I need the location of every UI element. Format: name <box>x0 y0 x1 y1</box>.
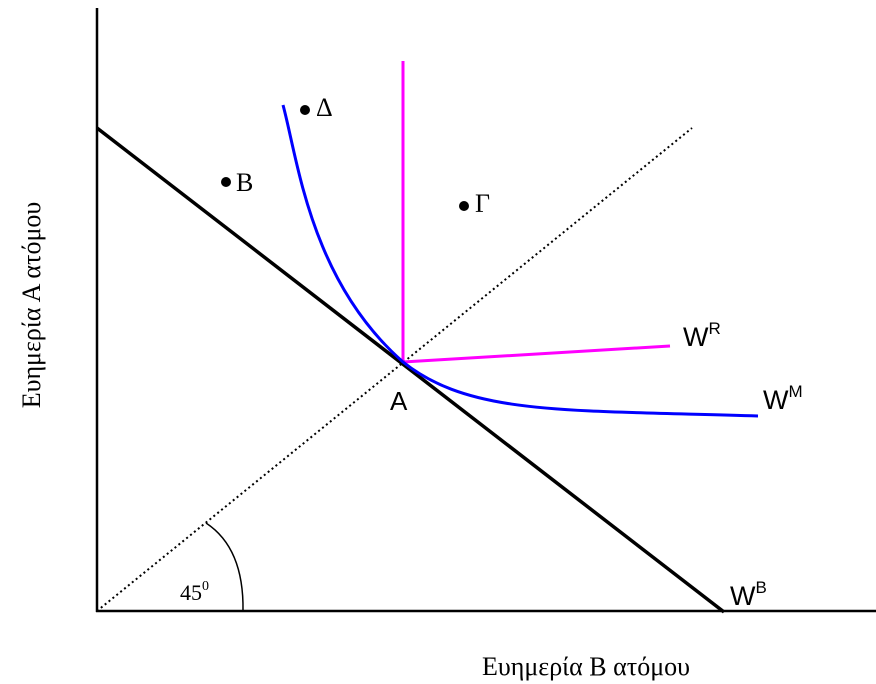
point-delta-label: Δ <box>316 93 333 122</box>
wm-label-base: W <box>763 385 789 415</box>
wr-label: WR <box>683 319 721 352</box>
diagonal-45-line <box>96 127 693 612</box>
wm-label-superscript: M <box>788 382 802 401</box>
angle-label: 450 <box>180 579 209 605</box>
point-b-dot <box>221 177 231 187</box>
wb-label: WB <box>730 578 767 611</box>
y-axis-label: Ευημερία Α ατόμου <box>17 202 46 409</box>
angle-label-base: 45 <box>180 580 202 605</box>
wb-label-base: W <box>730 581 756 611</box>
wb-line <box>95 126 726 614</box>
wr-horizontal-line <box>402 344 671 364</box>
wb-label-superscript: B <box>755 578 766 597</box>
point-gamma-dot <box>459 201 469 211</box>
x-axis-label: Ευημερία Β ατόμου <box>482 652 690 681</box>
wm-curve <box>281 104 759 418</box>
angle-arc <box>205 522 244 612</box>
point-a-label: A <box>390 386 408 416</box>
point-delta-dot <box>300 105 310 115</box>
wm-label: WM <box>763 382 803 415</box>
wr-label-base: W <box>683 322 709 352</box>
wr-label-superscript: R <box>708 319 720 338</box>
angle-label-superscript: 0 <box>202 579 209 594</box>
point-b-label: B <box>236 168 253 197</box>
point-gamma-label: Γ <box>475 189 490 218</box>
